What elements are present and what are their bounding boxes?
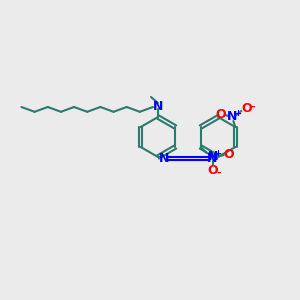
Text: N: N [227, 110, 238, 124]
Text: -: - [250, 102, 255, 112]
Text: N: N [159, 152, 169, 164]
Text: O: O [207, 164, 218, 176]
Text: N: N [207, 152, 217, 164]
Text: N: N [208, 151, 218, 164]
Text: N: N [153, 100, 163, 112]
Text: +: + [214, 149, 221, 158]
Text: O: O [215, 109, 226, 122]
Text: O: O [241, 103, 252, 116]
Text: +: + [234, 110, 241, 118]
Text: O: O [224, 148, 234, 161]
Text: -: - [216, 168, 221, 178]
